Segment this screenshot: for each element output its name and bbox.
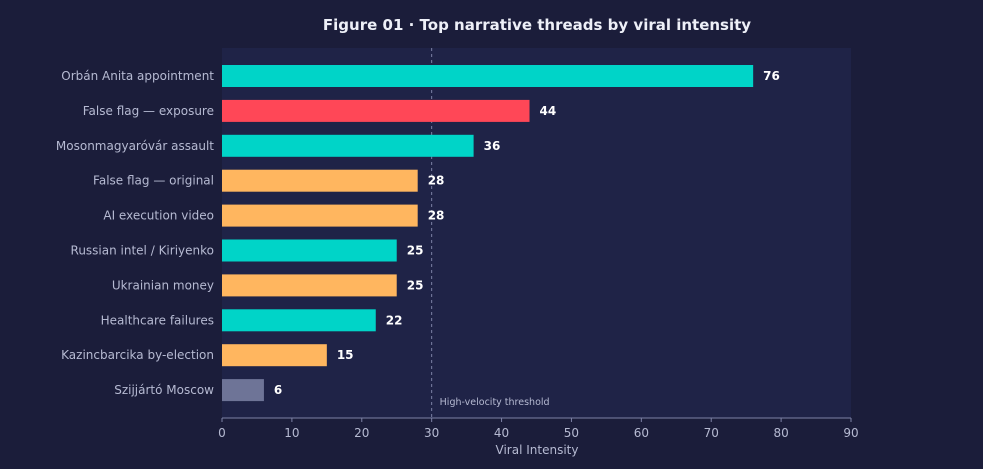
- x-tick-label: 70: [704, 426, 719, 440]
- value-label: 76: [763, 69, 780, 83]
- value-label: 28: [428, 209, 445, 223]
- bar: [222, 309, 376, 332]
- x-tick-label: 0: [218, 426, 226, 440]
- category-label: Mosonmagyaróvár assault: [56, 139, 214, 153]
- chart-title: Figure 01 · Top narrative threads by vir…: [323, 16, 751, 34]
- category-label: Ukrainian money: [112, 278, 214, 292]
- value-label: 6: [274, 383, 282, 397]
- x-tick-label: 30: [424, 426, 439, 440]
- threshold-label: High-velocity threshold: [440, 397, 550, 408]
- x-tick-label: 50: [564, 426, 579, 440]
- bar: [222, 134, 474, 157]
- value-labels: 76 44 36 28 28 25 25 22 15 6: [274, 69, 780, 397]
- category-label: False flag — exposure: [83, 104, 214, 118]
- bar: [222, 239, 397, 262]
- value-label: 25: [407, 278, 424, 292]
- bar: [222, 169, 418, 192]
- bar: [222, 344, 327, 367]
- category-label: Szijjártó Moscow: [114, 383, 214, 397]
- bar: [222, 99, 530, 122]
- x-axis-ticks: 0 10 20 30 40 50 60 70 80 90: [218, 418, 859, 440]
- x-tick-label: 80: [773, 426, 788, 440]
- x-tick-label: 40: [494, 426, 509, 440]
- value-label: 25: [407, 244, 424, 258]
- value-label: 28: [428, 174, 445, 188]
- bars-group: [222, 65, 754, 402]
- category-label: Orbán Anita appointment: [61, 69, 214, 83]
- category-label: Healthcare failures: [101, 313, 214, 327]
- value-label: 22: [386, 313, 403, 327]
- bar: [222, 65, 754, 87]
- category-label: AI execution video: [103, 209, 214, 223]
- x-tick-label: 20: [354, 426, 369, 440]
- bar: [222, 379, 264, 402]
- category-labels: Orbán Anita appointment False flag — expo…: [56, 69, 214, 397]
- category-label: Kazincbarcika by-election: [61, 348, 214, 362]
- value-label: 15: [337, 348, 354, 362]
- value-label: 36: [484, 139, 501, 153]
- category-label: Russian intel / Kiriyenko: [71, 244, 214, 258]
- x-axis-label: Viral Intensity: [496, 443, 579, 457]
- x-tick-label: 60: [634, 426, 649, 440]
- bar: [222, 204, 418, 227]
- category-label: False flag — original: [93, 174, 214, 188]
- x-tick-label: 90: [843, 426, 858, 440]
- x-tick-label: 10: [284, 426, 299, 440]
- bar: [222, 274, 397, 297]
- value-label: 44: [540, 104, 557, 118]
